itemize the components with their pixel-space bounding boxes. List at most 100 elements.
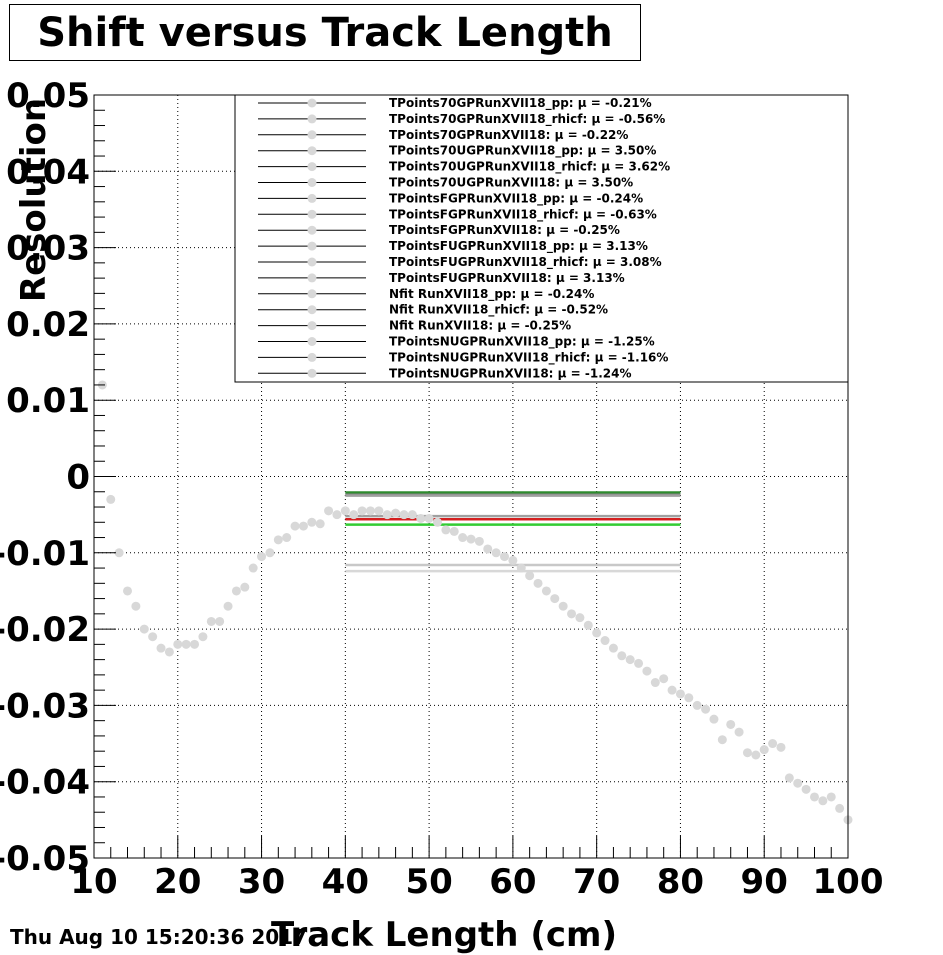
y-tick-label: 0: [66, 458, 90, 498]
legend-box: [234, 94, 849, 383]
data-point: [625, 655, 635, 665]
data-point: [449, 526, 459, 536]
data-point: [365, 506, 375, 516]
data-point: [156, 643, 166, 653]
y-tick-label: -0.04: [0, 763, 90, 803]
data-point: [835, 803, 845, 813]
data-point: [500, 552, 510, 562]
legend-entry: TPointsNUGPRunXVII18_rhicf: μ = -1.16%: [389, 350, 668, 365]
data-point: [148, 632, 158, 642]
data-point: [190, 639, 200, 649]
y-tick-labels: -0.05 -0.04 -0.03 -0.02 -0.01 0 0.01 0.02 0.03 0.…: [0, 76, 90, 879]
legend-entry: TPoints70GPRunXVII18_rhicf: μ = -0.56%: [389, 112, 665, 127]
data-point: [441, 525, 451, 535]
x-tick-label: 10: [70, 862, 117, 902]
x-axis-title: Track Length (cm): [271, 915, 617, 955]
data-point: [215, 616, 225, 626]
data-point: [809, 792, 819, 802]
y-tick-label: -0.03: [0, 686, 90, 726]
x-tick-labels: 10 20 30 40 50 60 70 80 90 100: [70, 862, 883, 902]
data-point: [776, 742, 786, 752]
legend-marker: [307, 146, 317, 156]
data-point: [374, 506, 384, 516]
data-point: [257, 552, 267, 562]
y-tick-label: -0.02: [0, 610, 90, 650]
data-point: [474, 536, 484, 546]
legend-entry: Nfit RunXVII18: μ = -0.25%: [389, 319, 571, 333]
legend-marker: [307, 352, 317, 362]
data-point: [357, 506, 367, 516]
data-point: [642, 666, 652, 676]
x-tick-label: 40: [322, 862, 369, 902]
data-point: [516, 563, 526, 573]
data-point: [164, 647, 174, 657]
data-point: [248, 563, 258, 573]
data-point: [675, 689, 685, 699]
data-point: [592, 628, 602, 638]
y-tick-label: 0.03: [6, 229, 90, 269]
legend-entry: TPointsNUGPRunXVII18: μ = -1.24%: [389, 366, 632, 380]
data-point: [600, 636, 610, 646]
legend-entry: Nfit RunXVII18_pp: μ = -0.24%: [389, 287, 594, 302]
data-point: [391, 508, 401, 518]
data-point: [508, 555, 518, 565]
y-tick-label: -0.01: [0, 534, 90, 574]
data-point: [282, 533, 292, 543]
data-point: [726, 719, 736, 729]
legend-marker: [307, 98, 317, 108]
data-point: [684, 693, 694, 703]
data-point: [416, 513, 426, 523]
legend-marker: [307, 321, 317, 331]
y-tick-label: 0.02: [6, 305, 90, 345]
data-point: [617, 651, 627, 661]
data-point: [759, 745, 769, 755]
data-point: [173, 639, 183, 649]
x-tick-label: 100: [813, 862, 884, 902]
data-point: [525, 571, 535, 581]
data-point: [298, 521, 308, 531]
datestamp: Thu Aug 10 15:20:36 2017: [10, 925, 307, 949]
data-point: [558, 601, 568, 611]
data-point: [717, 735, 727, 745]
legend-entry: TPoints70UGPRunXVII18_pp: μ = 3.50%: [389, 144, 656, 159]
data-point: [273, 535, 283, 545]
legend-entry: TPoints70UGPRunXVII18: μ = 3.50%: [389, 176, 633, 190]
legend-marker: [307, 241, 317, 251]
data-point: [123, 586, 133, 596]
y-axis-title: Resolution: [14, 98, 54, 302]
data-point: [533, 578, 543, 588]
axis-ticks: [93, 94, 849, 859]
legend-marker: [307, 305, 317, 315]
data-point: [709, 714, 719, 724]
y-tick-label: 0.05: [6, 76, 90, 116]
legend-entry: TPointsFUGPRunXVII18: μ = 3.13%: [389, 271, 625, 285]
x-tick-label: 70: [573, 862, 620, 902]
legend-entry: TPointsFGPRunXVII18_pp: μ = -0.24%: [389, 191, 643, 206]
x-tick-label: 50: [405, 862, 452, 902]
data-point: [575, 613, 585, 623]
y-tick-label: 0.04: [6, 152, 90, 192]
data-point: [265, 548, 275, 558]
data-point: [231, 586, 241, 596]
data-point: [139, 624, 149, 634]
data-point: [742, 748, 752, 758]
data-point: [240, 582, 250, 592]
legend-marker: [307, 289, 317, 299]
x-tick-label: 60: [489, 862, 536, 902]
data-point: [349, 510, 359, 520]
legend-entry: TPoints70GPRunXVII18: μ = -0.22%: [389, 128, 628, 142]
x-tick-label: 30: [238, 862, 285, 902]
data-point: [198, 632, 208, 642]
data-point: [483, 544, 493, 554]
data-point: [290, 521, 300, 531]
data-point: [541, 586, 551, 596]
data-point: [466, 534, 476, 544]
data-point: [407, 510, 417, 520]
legend-entry: TPointsFGPRunXVII18: μ = -0.25%: [389, 223, 620, 237]
data-point: [114, 548, 124, 558]
legend-marker: [307, 273, 317, 283]
data-point: [131, 601, 141, 611]
data-point: [826, 792, 836, 802]
data-point: [701, 704, 711, 714]
